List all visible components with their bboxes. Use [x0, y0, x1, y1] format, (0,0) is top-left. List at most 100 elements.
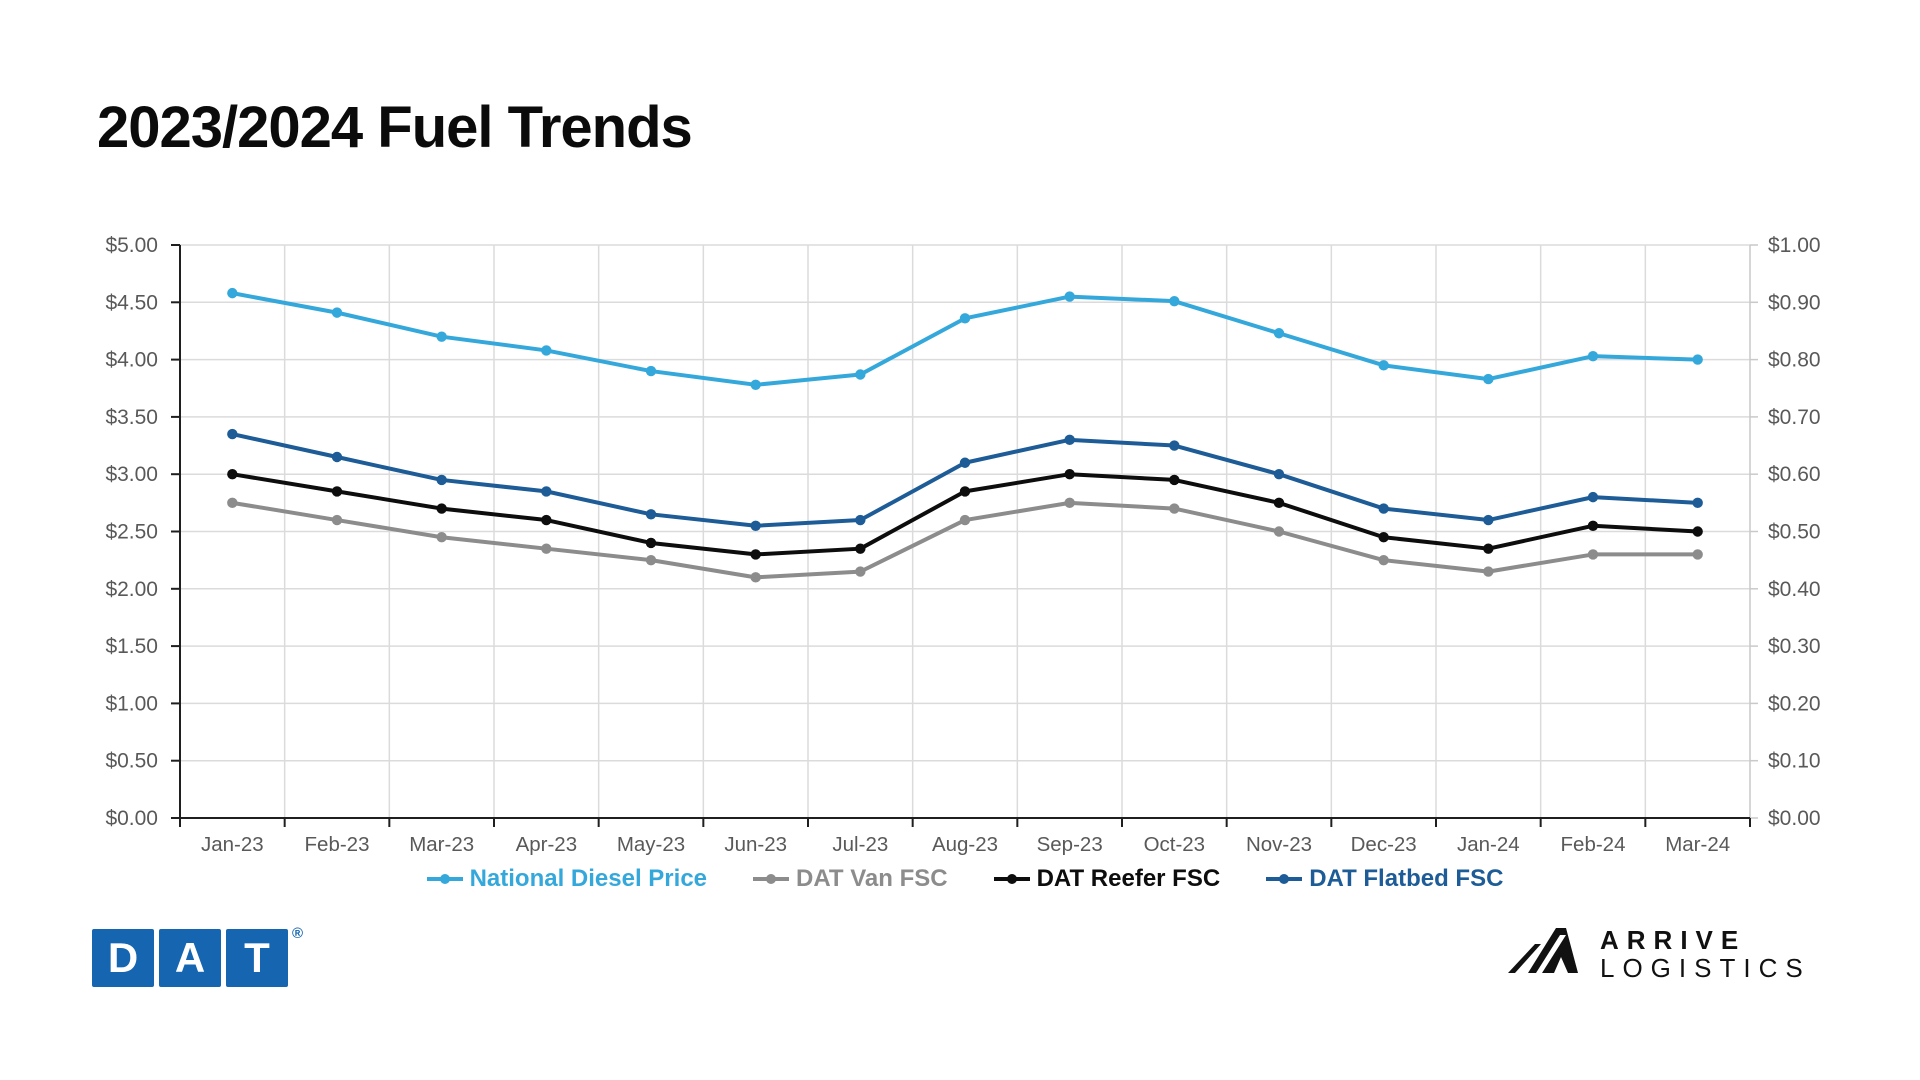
data-point	[1483, 373, 1494, 385]
data-point	[1483, 514, 1494, 526]
left-axis-label: $0.50	[105, 750, 158, 773]
data-point	[645, 509, 657, 520]
data-point	[541, 345, 552, 356]
left-axis-label: $1.50	[105, 635, 158, 658]
right-axis-label: $0.00	[1768, 807, 1821, 830]
data-point	[541, 486, 552, 497]
data-point	[959, 486, 971, 497]
data-point	[541, 514, 552, 526]
data-point	[541, 543, 552, 554]
legend-label: National Diesel Price	[469, 865, 708, 892]
left-axis-label: $4.50	[105, 291, 158, 314]
arrive-logo-line1: ARRIVE	[1600, 925, 1747, 955]
left-axis-label: $5.00	[105, 234, 158, 257]
data-point	[1692, 526, 1703, 537]
right-axis-label: $0.50	[1768, 521, 1821, 544]
page-title: 2023/2024 Fuel Trends	[97, 95, 693, 160]
right-axis-label: $0.70	[1768, 406, 1821, 429]
data-point	[331, 451, 343, 463]
right-axis-label: $0.80	[1768, 349, 1821, 372]
x-axis-label: Oct-23	[1144, 833, 1206, 856]
right-axis-label: $0.30	[1768, 635, 1821, 658]
data-point	[227, 428, 238, 440]
legend-item-dat-flatbed-fsc: DAT Flatbed FSC	[1266, 865, 1503, 893]
dat-logo: D A T	[92, 929, 288, 987]
data-point	[959, 514, 971, 526]
data-point	[855, 543, 866, 554]
data-point	[1587, 350, 1599, 362]
legend-marker-icon	[993, 874, 1030, 884]
x-axis-label: Feb-23	[305, 833, 370, 856]
data-point	[1378, 554, 1389, 566]
data-point	[331, 514, 343, 526]
dat-registered-mark: ®	[292, 925, 304, 942]
data-point	[1587, 549, 1599, 560]
x-axis-label: Jun-23	[724, 833, 787, 856]
data-point	[750, 572, 761, 583]
data-point	[1483, 543, 1494, 554]
left-axis-label: $1.00	[105, 692, 158, 715]
right-axis-label: $0.20	[1768, 692, 1821, 715]
left-axis-label: $2.50	[105, 521, 158, 544]
x-axis-label: May-23	[617, 833, 685, 856]
data-point	[1064, 291, 1075, 302]
data-point	[1064, 469, 1075, 480]
data-point	[1273, 526, 1285, 537]
right-axis-label: $0.60	[1768, 463, 1821, 486]
legend-label: DAT Flatbed FSC	[1309, 865, 1504, 892]
data-point	[331, 486, 343, 497]
x-axis-label: Nov-23	[1246, 833, 1312, 856]
data-point	[1169, 503, 1180, 514]
right-axis-label: $0.90	[1768, 291, 1821, 314]
legend-label: DAT Reefer FSC	[1036, 865, 1221, 892]
series-line-dat-van-fsc	[230, 500, 1700, 580]
legend-label: DAT Van FSC	[796, 865, 948, 892]
x-axis-label: Mar-23	[409, 833, 474, 856]
data-point	[331, 307, 343, 318]
data-point	[1169, 440, 1180, 451]
legend-item-national-diesel-price: National Diesel Price	[426, 865, 708, 893]
data-point	[1378, 503, 1389, 514]
data-point	[1169, 295, 1180, 307]
data-point	[645, 365, 657, 377]
x-axis-label: Jan-23	[201, 833, 264, 856]
data-point	[959, 313, 971, 324]
x-axis-label: Apr-23	[516, 833, 578, 856]
data-point	[1692, 549, 1703, 560]
legend-item-dat-reefer-fsc: DAT Reefer FSC	[993, 865, 1221, 893]
legend-marker-icon	[1266, 874, 1303, 884]
left-axis-label: $2.00	[105, 578, 158, 601]
data-point	[1483, 566, 1494, 577]
left-axis-label: $3.00	[105, 463, 158, 486]
left-axis-label: $0.00	[105, 807, 158, 830]
series-line-national-diesel-price	[230, 291, 1700, 387]
data-point	[1587, 491, 1599, 503]
arrive-logo-mark-icon	[1508, 928, 1578, 973]
x-axis-label: Aug-23	[932, 833, 998, 856]
data-point	[855, 566, 866, 577]
data-point	[645, 554, 657, 566]
data-point	[1064, 497, 1075, 509]
x-axis-label: Sep-23	[1037, 833, 1103, 856]
data-point	[436, 503, 447, 514]
data-point	[436, 474, 447, 486]
x-axis-label: Mar-24	[1665, 833, 1730, 856]
data-point	[227, 287, 238, 299]
arrive-logistics-logo: ARRIVE LOGISTICS	[1508, 926, 1811, 982]
data-point	[1692, 497, 1703, 509]
data-point	[1587, 520, 1599, 531]
left-axis-label: $3.50	[105, 406, 158, 429]
data-point	[1273, 469, 1285, 480]
data-point	[750, 379, 761, 391]
legend-marker-icon	[753, 874, 790, 884]
dat-logo-letter-a: A	[159, 929, 221, 987]
x-axis-label: Feb-24	[1561, 833, 1626, 856]
data-point	[1692, 354, 1703, 365]
x-axis-label: Dec-23	[1351, 833, 1417, 856]
dat-logo-letter-t: T	[226, 929, 288, 987]
data-point	[1273, 497, 1285, 509]
right-axis-label: $0.10	[1768, 750, 1821, 773]
data-point	[1273, 328, 1285, 339]
data-point	[1169, 474, 1180, 486]
